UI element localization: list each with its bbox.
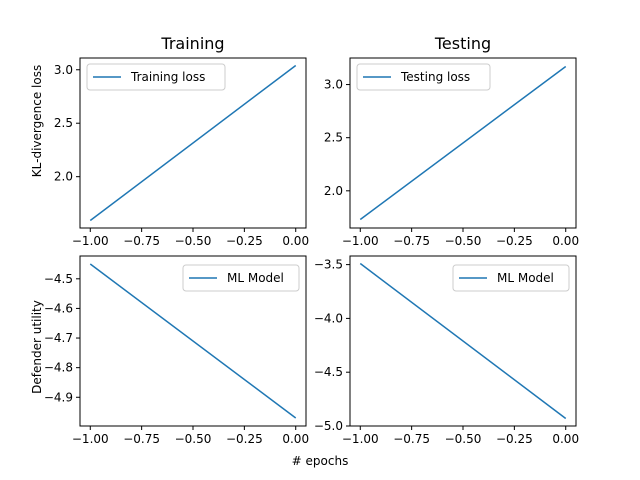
x-tick-label: −0.50 [175,234,212,248]
series-line [359,262,567,420]
legend-box [86,63,226,91]
legend-box [452,264,570,292]
legend-box [182,264,300,292]
y-tick-label: 3.0 [324,78,343,92]
y-tick-label: 2.0 [54,170,73,184]
y-tick-label: −4.8 [44,361,73,375]
x-tick-label: −1.00 [72,234,109,248]
y-axis-label-top: KL-divergence loss [30,65,44,177]
x-tick-label: −1.00 [342,234,379,248]
x-tick-label: −0.50 [445,234,482,248]
panel-title: Testing [434,34,491,53]
legend: Testing loss [356,63,491,91]
y-tick-label: 2.0 [324,184,343,198]
x-tick-label: −0.25 [496,234,533,248]
y-tick-label: −4.7 [44,331,73,345]
legend-label: Testing loss [400,70,470,84]
panel-training: Training −1.00 −0.75 −0.50 −0.25 0.00 2.0 2.5 3… [54,34,309,248]
panel-testing: Testing −1.00 −0.75 −0.50 −0.25 0.00 2.0 2.5 3.… [324,34,579,248]
series-line [359,65,567,221]
y-tick-label: −4.6 [44,301,73,315]
legend: Training loss [86,63,226,91]
x-tick-label: −0.25 [226,432,263,446]
legend-label: ML Model [497,271,554,285]
x-axis-label: # epochs [292,454,349,468]
x-tick-label: −0.75 [123,432,160,446]
y-tick-label: −4.5 [314,365,343,379]
x-tick-label: −0.75 [123,234,160,248]
y-tick-label: −3.5 [314,258,343,272]
x-tick-label: 0.00 [552,432,579,446]
y-tick-label: −5.0 [314,419,343,433]
legend: ML Model [452,264,570,292]
y-tick-label: −4.0 [314,311,343,325]
x-tick-label: −1.00 [342,432,379,446]
x-tick-label: −0.50 [445,432,482,446]
x-tick-label: −1.00 [72,432,109,446]
legend-box [356,63,491,91]
y-tick-label: 2.5 [54,116,73,130]
y-tick-label: 2.5 [324,131,343,145]
panel-test-utility: −1.00 −0.75 −0.50 −0.25 0.00 −5.0 −4.5 −4.0 −3.5… [314,255,579,446]
series-line [89,263,297,419]
y-tick-label: −4.9 [44,390,73,404]
x-tick-label: −0.25 [496,432,533,446]
panel-train-utility: −1.00 −0.75 −0.50 −0.25 0.00 −4.9 −4.8 −4.7 −4.6… [44,255,309,446]
x-tick-label: −0.75 [393,234,430,248]
x-tick-label: 0.00 [282,432,309,446]
y-axis-label-bottom: Defender utility [30,300,44,394]
x-tick-label: −0.50 [175,432,212,446]
x-tick-label: −0.25 [226,234,263,248]
legend-label: ML Model [227,271,284,285]
panel-title: Training [160,34,224,53]
y-tick-label: 3.0 [54,63,73,77]
legend: ML Model [182,264,300,292]
x-tick-label: 0.00 [282,234,309,248]
x-tick-label: 0.00 [552,234,579,248]
legend-label: Training loss [130,70,205,84]
x-tick-label: −0.75 [393,432,430,446]
series-line [89,64,297,222]
y-tick-label: −4.5 [44,272,73,286]
